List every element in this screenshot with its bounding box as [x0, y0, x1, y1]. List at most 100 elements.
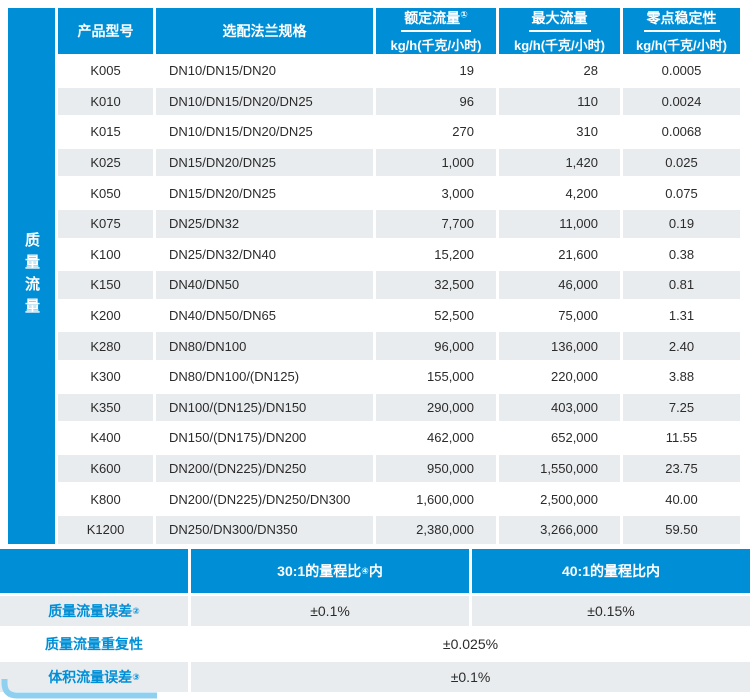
table-row: K005 DN10/DN15/DN20 19 28 0.0005: [8, 57, 740, 85]
table-row: K010 DN10/DN15/DN20/DN25 96 110 0.0024: [8, 87, 740, 116]
table-row: K050 DN15/DN20/DN25 3,000 4,200 0.075: [8, 179, 740, 207]
cell-flange-spec: DN40/DN50/DN65: [156, 301, 373, 330]
table-row: K280 DN80/DN100 96,000 136,000 2.40: [8, 332, 740, 360]
cell-rated-flow: 1,600,000: [376, 485, 496, 513]
cell-volume-flow-error: ±0.1%: [191, 662, 750, 692]
cell-flange-spec: DN10/DN15/DN20: [156, 57, 373, 85]
table-row: K075 DN25/DN32 7,700 11,000 0.19: [8, 209, 740, 238]
max-flow-title: 最大流量: [531, 10, 588, 26]
cell-flange-spec: DN25/DN32/DN40: [156, 240, 373, 269]
cell-product-model: K050: [58, 179, 153, 207]
main-spec-table: 质量流量 产品型号 选配法兰规格 额定流量① kg/h(千克/小时) 最大流量 …: [5, 5, 743, 547]
cell-zero-stability: 0.38: [623, 240, 740, 269]
cell-mass-flow-error-40: ±0.15%: [472, 596, 750, 626]
cell-zero-stability: 59.50: [623, 515, 740, 544]
cell-flange-spec: DN40/DN50: [156, 271, 373, 299]
table-row: K100 DN25/DN32/DN40 15,200 21,600 0.38: [8, 240, 740, 269]
sidebar-category-text: 质量流量: [23, 231, 40, 320]
footnote-mark-1: ①: [460, 9, 468, 20]
cell-product-model: K400: [58, 424, 153, 452]
cell-rated-flow: 3,000: [376, 179, 496, 207]
table-row: K150 DN40/DN50 32,500 46,000 0.81: [8, 271, 740, 299]
cell-max-flow: 3,266,000: [499, 515, 620, 544]
cell-rated-flow: 7,700: [376, 209, 496, 238]
cell-product-model: K300: [58, 362, 153, 391]
cell-zero-stability: 2.40: [623, 332, 740, 360]
turndown-40-text: 40:1的量程比内: [561, 563, 661, 579]
cell-product-model: K600: [58, 454, 153, 483]
cell-product-model: K150: [58, 271, 153, 299]
cell-product-model: K005: [58, 57, 153, 85]
rated-flow-unit: kg/h(千克/小时): [390, 38, 482, 53]
cell-flange-spec: DN200/(DN225)/DN250: [156, 454, 373, 483]
cell-flange-spec: DN25/DN32: [156, 209, 373, 238]
row-label-volume-flow-error: 体积流量误差 ③: [0, 662, 188, 692]
cell-zero-stability: 0.0024: [623, 87, 740, 116]
bottom-accuracy-table: 30:1的量程比 ④ 内 40:1的量程比内 质量流量误差 ② ±0.1% ±0.15…: [0, 549, 750, 692]
cell-max-flow: 4,200: [499, 179, 620, 207]
table-row: K600 DN200/(DN225)/DN250 950,000 1,550,0…: [8, 454, 740, 483]
cell-rated-flow: 1,000: [376, 148, 496, 177]
cell-rated-flow: 19: [376, 57, 496, 85]
cell-rated-flow: 950,000: [376, 454, 496, 483]
cell-max-flow: 310: [499, 118, 620, 146]
cell-rated-flow: 15,200: [376, 240, 496, 269]
cell-zero-stability: 40.00: [623, 485, 740, 513]
cell-zero-stability: 3.88: [623, 362, 740, 391]
max-flow-unit: kg/h(千克/小时): [514, 38, 605, 53]
cell-max-flow: 136,000: [499, 332, 620, 360]
cell-flange-spec: DN80/DN100: [156, 332, 373, 360]
cell-rated-flow: 96: [376, 87, 496, 116]
cell-max-flow: 46,000: [499, 271, 620, 299]
cell-max-flow: 110: [499, 87, 620, 116]
cell-flange-spec: DN100/(DN125)/DN150: [156, 393, 373, 422]
cell-mass-flow-repeatability: ±0.025%: [191, 629, 750, 659]
cell-rated-flow: 270: [376, 118, 496, 146]
cell-rated-flow: 96,000: [376, 332, 496, 360]
cell-zero-stability: 0.0068: [623, 118, 740, 146]
cell-zero-stability: 0.19: [623, 209, 740, 238]
table-row: K025 DN15/DN20/DN25 1,000 1,420 0.025: [8, 148, 740, 177]
table-row: K350 DN100/(DN125)/DN150 290,000 403,000…: [8, 393, 740, 422]
zero-stability-unit: kg/h(千克/小时): [636, 38, 727, 53]
cell-product-model: K350: [58, 393, 153, 422]
cell-max-flow: 403,000: [499, 393, 620, 422]
table-row: K300 DN80/DN100/(DN125) 155,000 220,000 …: [8, 362, 740, 391]
col-header-flange-spec: 选配法兰规格: [156, 8, 373, 54]
cell-product-model: K100: [58, 240, 153, 269]
cell-flange-spec: DN15/DN20/DN25: [156, 179, 373, 207]
turndown-30-suffix: 内: [368, 563, 383, 579]
cell-max-flow: 2,500,000: [499, 485, 620, 513]
cell-max-flow: 21,600: [499, 240, 620, 269]
cell-product-model: K1200: [58, 515, 153, 544]
cell-max-flow: 11,000: [499, 209, 620, 238]
cell-rated-flow: 290,000: [376, 393, 496, 422]
bottom-header-empty-cell: [0, 549, 188, 593]
cell-flange-spec: DN10/DN15/DN20/DN25: [156, 87, 373, 116]
cell-max-flow: 220,000: [499, 362, 620, 391]
cell-zero-stability: 11.55: [623, 424, 740, 452]
cell-rated-flow: 32,500: [376, 271, 496, 299]
col-header-max-flow: 最大流量 kg/h(千克/小时): [499, 8, 620, 54]
table-row: K400 DN150/(DN175)/DN200 462,000 652,000…: [8, 424, 740, 452]
header-row: 质量流量 产品型号 选配法兰规格 额定流量① kg/h(千克/小时) 最大流量 …: [8, 8, 740, 544]
cell-flange-spec: DN15/DN20/DN25: [156, 148, 373, 177]
cell-flange-spec: DN10/DN15/DN20/DN25: [156, 118, 373, 146]
cell-max-flow: 652,000: [499, 424, 620, 452]
table-row: K015 DN10/DN15/DN20/DN25 270 310 0.0068: [8, 118, 740, 146]
cell-product-model: K200: [58, 301, 153, 330]
cell-zero-stability: 23.75: [623, 454, 740, 483]
cell-rated-flow: 155,000: [376, 362, 496, 391]
cell-max-flow: 28: [499, 57, 620, 85]
cell-product-model: K800: [58, 485, 153, 513]
cell-zero-stability: 0.0005: [623, 57, 740, 85]
row-label-mass-flow-error: 质量流量误差 ②: [0, 596, 188, 626]
cell-product-model: K015: [58, 118, 153, 146]
sidebar-category-label: 质量流量: [8, 8, 55, 544]
cell-max-flow: 75,000: [499, 301, 620, 330]
cell-product-model: K075: [58, 209, 153, 238]
col-header-rated-flow: 额定流量① kg/h(千克/小时): [376, 8, 496, 54]
cell-rated-flow: 2,380,000: [376, 515, 496, 544]
bottom-header-turndown-40: 40:1的量程比内: [472, 549, 750, 593]
